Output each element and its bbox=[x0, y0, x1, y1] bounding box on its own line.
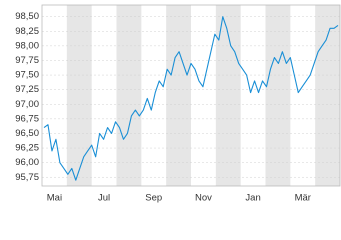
x-tick-label: Nov bbox=[195, 193, 212, 204]
x-tick-label: Sep bbox=[145, 193, 162, 204]
month-band bbox=[166, 5, 191, 186]
y-tick-label: 96,75 bbox=[15, 113, 39, 124]
x-tick-label: Jan bbox=[245, 193, 260, 204]
x-tick-label: Jul bbox=[98, 193, 110, 204]
y-tick-label: 95,75 bbox=[15, 172, 39, 183]
month-band bbox=[315, 5, 340, 186]
plot-border bbox=[41, 4, 341, 187]
y-tick-label: 97,75 bbox=[15, 55, 39, 66]
x-tick-label: Mär bbox=[295, 193, 311, 204]
y-tick-label: 96,25 bbox=[15, 143, 39, 154]
y-tick-label: 97,50 bbox=[15, 70, 39, 81]
month-band bbox=[265, 5, 291, 186]
price-line bbox=[43, 16, 339, 181]
y-tick-label: 96,50 bbox=[15, 128, 39, 139]
y-tick-label: 98,50 bbox=[15, 11, 39, 22]
y-tick-label: 97,00 bbox=[15, 99, 39, 110]
month-band bbox=[116, 5, 142, 186]
y-tick-label: 98,25 bbox=[15, 26, 39, 37]
month-band bbox=[66, 5, 92, 186]
y-tick-label: 97,25 bbox=[15, 84, 39, 95]
y-tick-label: 98,00 bbox=[15, 40, 39, 51]
x-tick-label: Mai bbox=[47, 193, 62, 204]
y-tick-label: 96,00 bbox=[15, 157, 39, 168]
month-band bbox=[215, 5, 241, 186]
chart: Mai Jul Sep Nov Jan Mär 95,75 96,00 96,25 96,50 96… bbox=[15, 4, 341, 204]
